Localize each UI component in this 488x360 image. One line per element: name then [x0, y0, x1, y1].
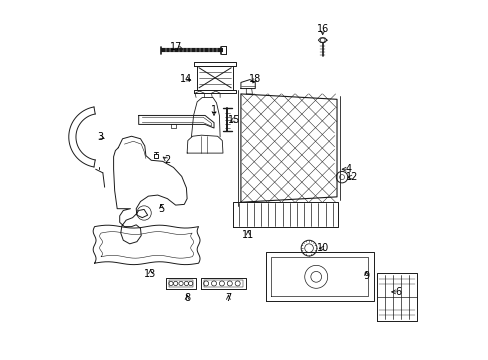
Text: 3: 3 [97, 132, 103, 142]
Text: 1: 1 [210, 105, 217, 115]
Text: 17: 17 [170, 42, 182, 52]
Text: 11: 11 [242, 230, 254, 239]
Text: 10: 10 [316, 243, 328, 253]
Text: 15: 15 [227, 115, 240, 125]
Text: 16: 16 [316, 24, 328, 35]
Text: 2: 2 [164, 155, 170, 165]
Text: 5: 5 [158, 204, 164, 214]
Text: 4: 4 [345, 164, 351, 174]
Text: 18: 18 [248, 74, 261, 84]
Text: 9: 9 [363, 271, 369, 281]
Text: 12: 12 [345, 172, 358, 182]
Text: 7: 7 [225, 293, 231, 303]
Text: 13: 13 [144, 269, 156, 279]
Text: 6: 6 [395, 287, 401, 297]
Text: 8: 8 [183, 293, 190, 303]
Text: 14: 14 [180, 74, 192, 84]
